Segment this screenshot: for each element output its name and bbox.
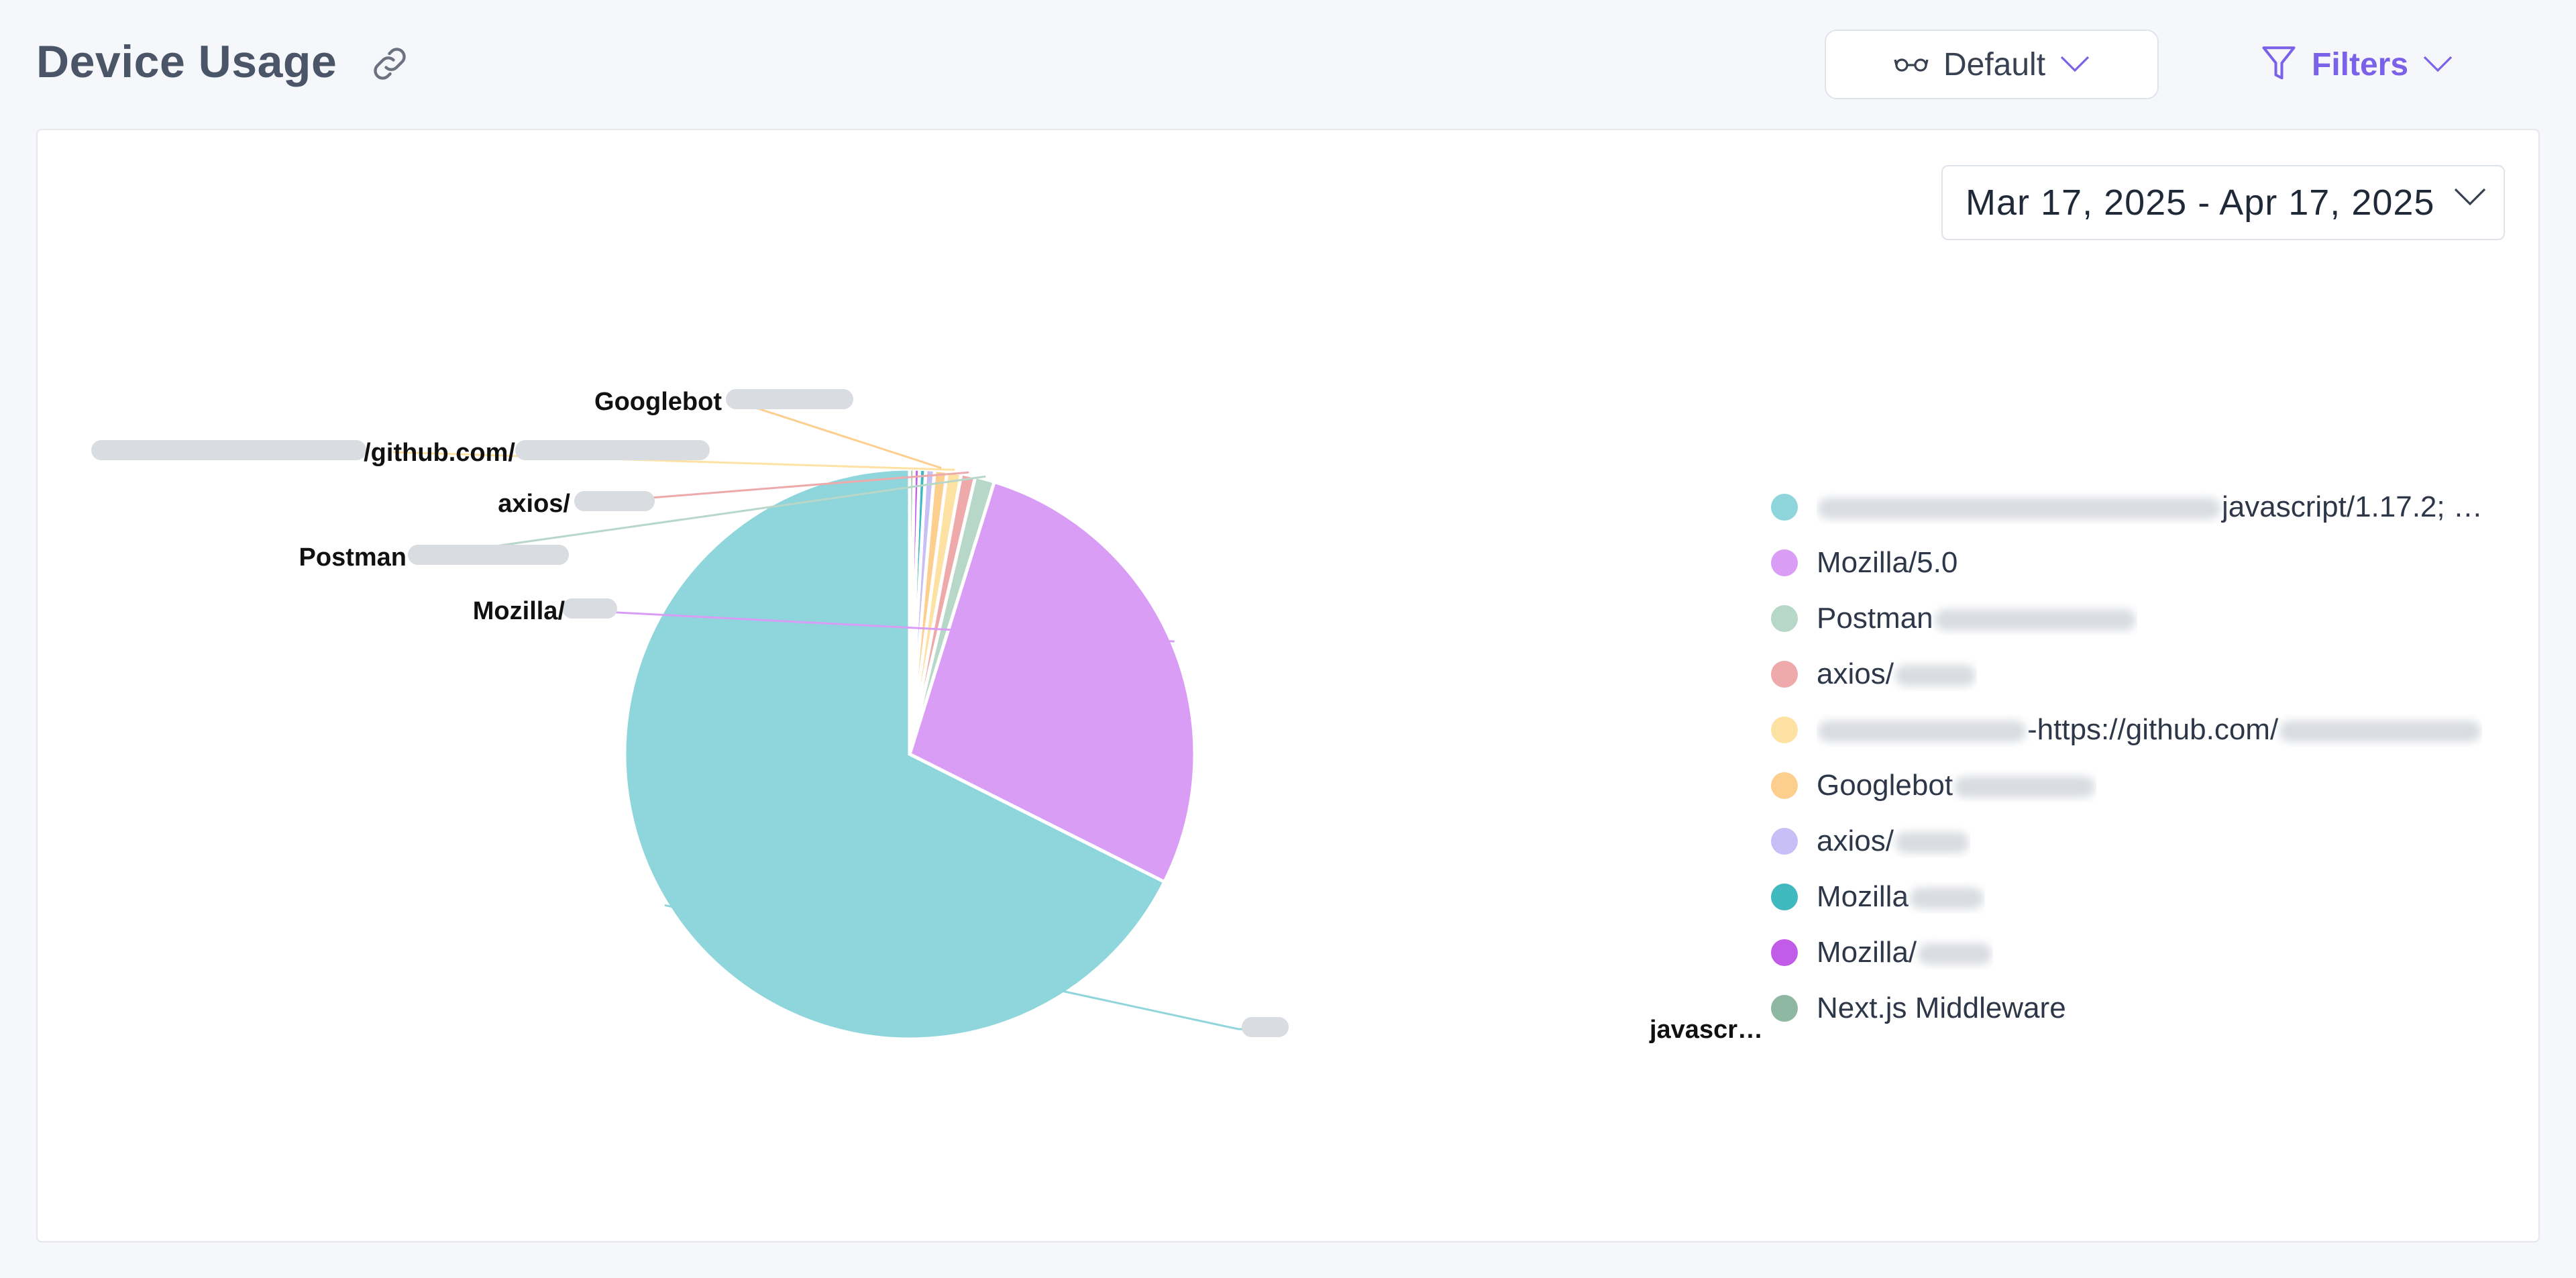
pie-slice[interactable] [623, 467, 1167, 1041]
legend-item[interactable]: axios/ [1771, 813, 2522, 869]
legend-label: axios/ [1817, 824, 1970, 858]
redacted-label-part [1242, 1017, 1289, 1037]
chart-card: Mar 17, 2025 - Apr 17, 2025 javascr… Mozi… [36, 129, 2540, 1242]
legend-item[interactable]: Mozilla [1771, 869, 2522, 924]
slice-label: Googlebot [594, 388, 722, 416]
filter-icon [2262, 46, 2296, 80]
legend-label: Next.js Middleware [1817, 991, 2066, 1024]
pie-slice[interactable] [907, 480, 1197, 884]
legend-item[interactable]: Mozilla/5.0 [1771, 535, 2522, 590]
slice-label: /github.com/ [364, 439, 515, 467]
callout-line [419, 475, 986, 558]
legend-swatch [1771, 827, 1798, 855]
redacted-label-part [574, 491, 655, 511]
chevron-down-icon [2454, 188, 2486, 206]
callout-line [578, 609, 1175, 643]
slice-label: axios/ [498, 490, 570, 518]
link-icon[interactable] [368, 42, 412, 86]
legend-item[interactable]: -https://github.com/ [1771, 702, 2522, 757]
legend-item[interactable]: Next.js Middleware [1771, 980, 2522, 1036]
legend-label: Googlebot [1817, 769, 2096, 802]
redacted-label-part [408, 545, 569, 565]
slice-label: Postman [299, 543, 407, 572]
legend-item[interactable]: Postman [1771, 590, 2522, 646]
legend-label: Postman [1817, 602, 2137, 635]
view-select[interactable]: Default [1825, 30, 2159, 99]
page-header: Device Usage Default Filters [0, 0, 2576, 127]
legend-swatch [1771, 883, 1798, 910]
date-range-picker[interactable]: Mar 17, 2025 - Apr 17, 2025 [1941, 165, 2505, 240]
legend-label: axios/ [1817, 657, 1977, 691]
legend-label: -https://github.com/ [1817, 713, 2482, 747]
legend-swatch [1771, 493, 1798, 521]
redacted-label-part [91, 440, 366, 460]
slice-label: javascr… [1649, 1016, 1763, 1044]
legend-item[interactable]: Mozilla/ [1771, 924, 2522, 980]
legend-label: Mozilla [1817, 880, 1985, 914]
legend-swatch [1771, 660, 1798, 688]
legend-item[interactable]: axios/ [1771, 646, 2522, 702]
glasses-icon [1894, 58, 1929, 72]
chevron-down-icon [2060, 56, 2090, 72]
legend-swatch [1771, 994, 1798, 1022]
pie-chart: javascr… Mozilla/Postman axios/ /github.com… [91, 388, 1763, 1044]
legend-item[interactable]: javascript/1.17.2; … [1771, 479, 2522, 535]
legend-item[interactable]: Googlebot [1771, 757, 2522, 813]
chevron-down-icon [2423, 56, 2453, 72]
chart-legend: javascript/1.17.2; … Mozilla/5.0 Postman ax… [1771, 479, 2522, 1036]
filters-label: Filters [2312, 46, 2409, 83]
legend-label: Mozilla/ [1817, 936, 1993, 969]
legend-label: javascript/1.17.2; … [1817, 490, 2483, 524]
view-select-label: Default [1943, 46, 2046, 83]
page-title: Device Usage [36, 36, 337, 87]
redacted-label-part [515, 440, 710, 460]
legend-swatch [1771, 939, 1798, 966]
legend-swatch [1771, 549, 1798, 576]
redacted-label-part [726, 389, 853, 409]
legend-swatch [1771, 604, 1798, 632]
slice-label: Mozilla/ [473, 597, 566, 625]
filters-button[interactable]: Filters [2261, 30, 2489, 99]
redacted-label-part [562, 598, 617, 619]
callout-line [735, 400, 942, 470]
callout-line [392, 451, 955, 471]
legend-swatch [1771, 771, 1798, 799]
legend-swatch [1771, 716, 1798, 743]
legend-label: Mozilla/5.0 [1817, 545, 1958, 579]
date-range-label: Mar 17, 2025 - Apr 17, 2025 [1966, 182, 2435, 223]
